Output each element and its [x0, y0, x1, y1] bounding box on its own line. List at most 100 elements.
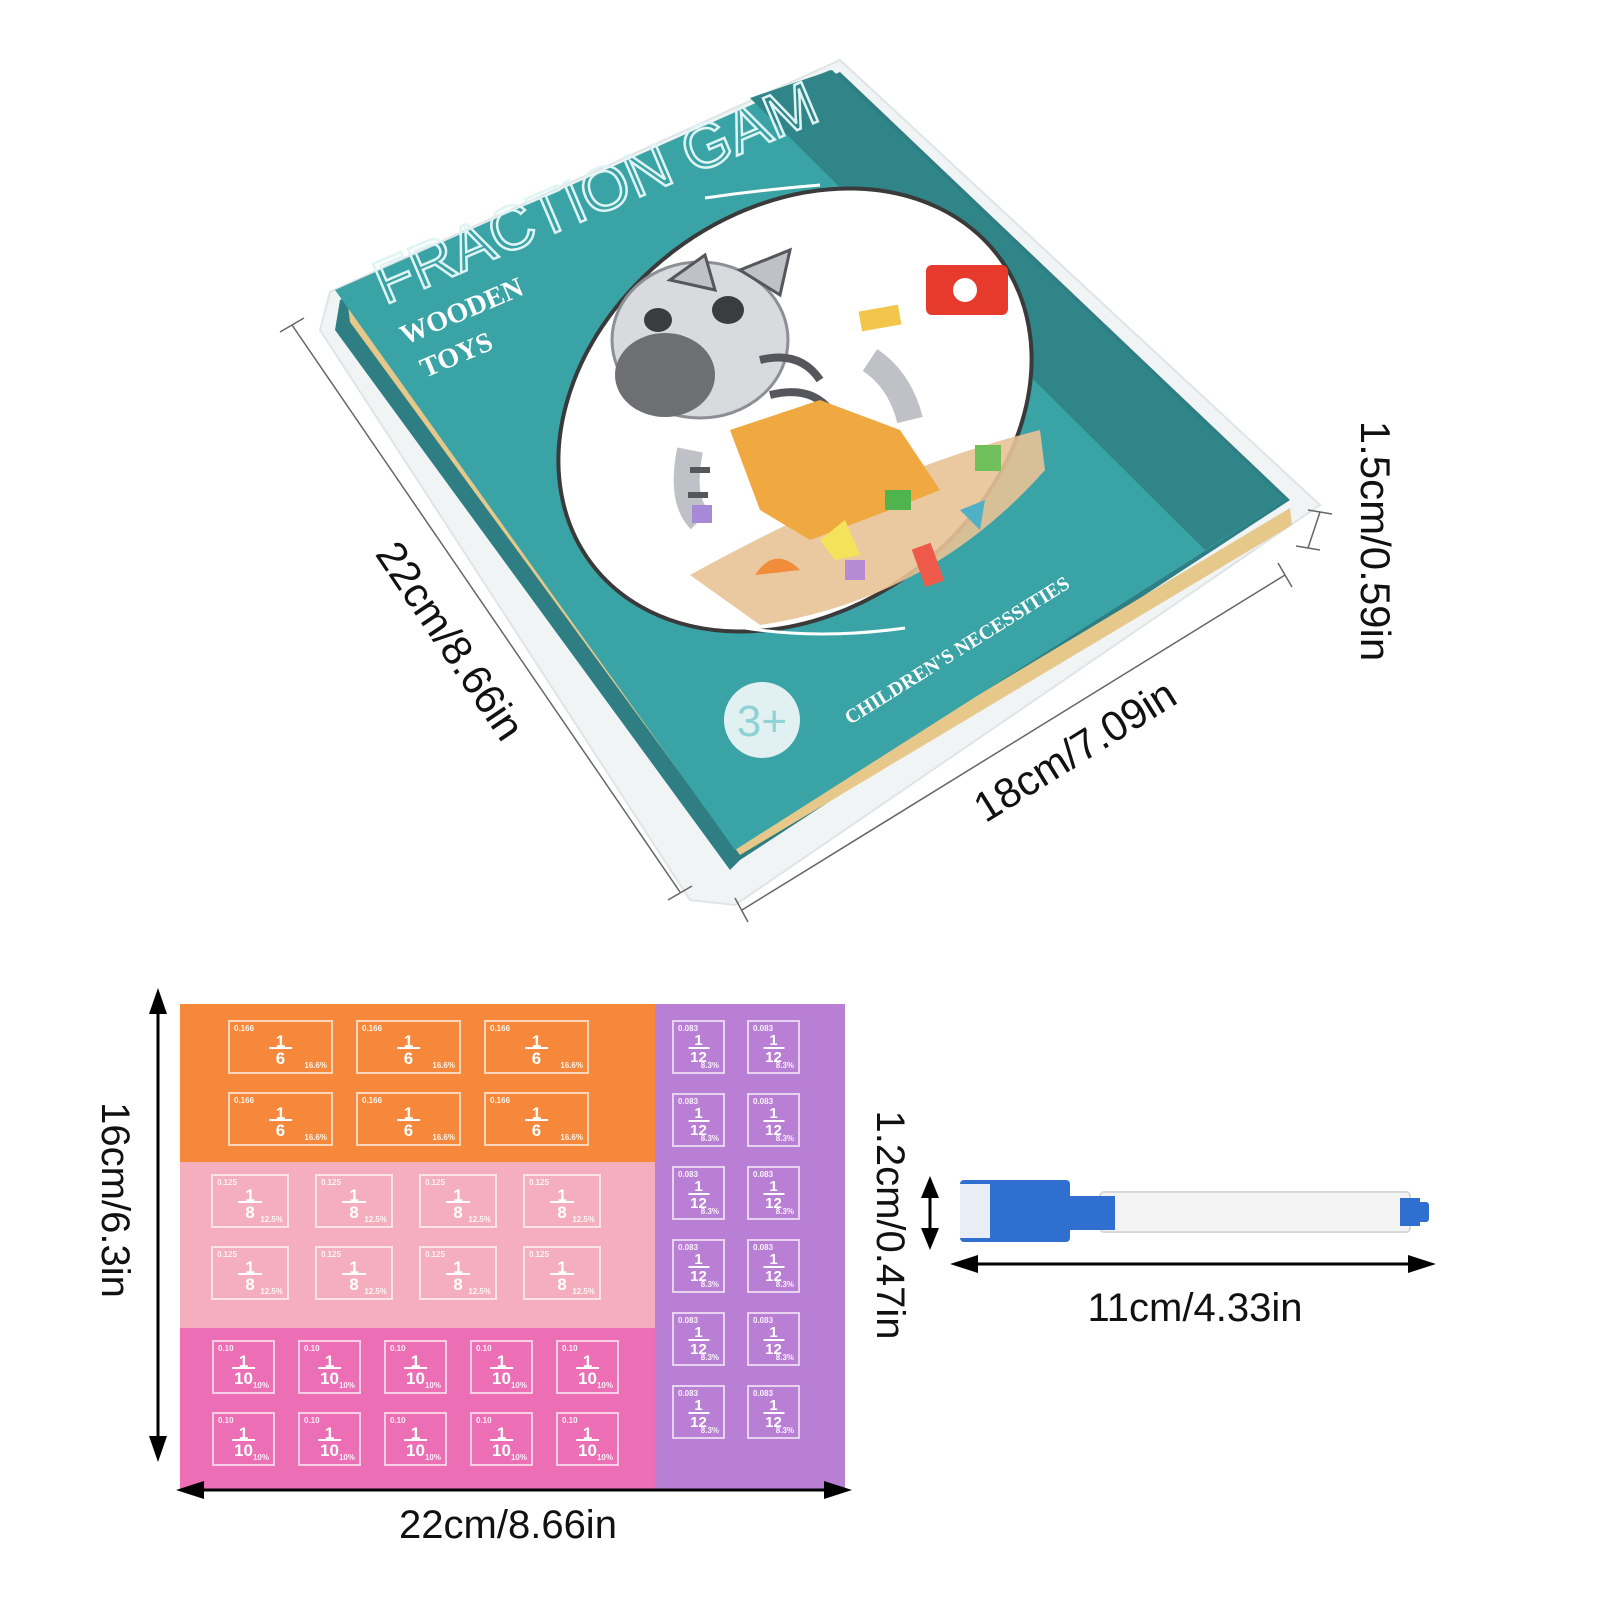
fraction-decimal: 0.10 [476, 1344, 492, 1353]
fraction-card-eighths: 0.125 1 8 12.5% [419, 1174, 497, 1228]
fraction-decimal: 0.10 [476, 1416, 492, 1425]
fraction-percent: 16.6% [304, 1061, 327, 1070]
fraction-percent: 16.6% [432, 1061, 455, 1070]
age-badge [724, 682, 800, 758]
fraction-bar [524, 1047, 549, 1050]
fraction-denominator: 8 [557, 1203, 567, 1222]
fraction-card-eighths: 0.125 1 8 12.5% [523, 1246, 601, 1300]
fraction-numerator: 1 [557, 1257, 567, 1277]
fraction-decimal: 0.10 [562, 1416, 578, 1425]
fraction-bar [763, 1339, 784, 1342]
fraction-numerator: 1 [275, 1031, 286, 1051]
fraction-bar [403, 1367, 428, 1370]
fraction-numerator: 1 [496, 1351, 507, 1371]
fraction-card-eighths: 0.125 1 8 12.5% [211, 1174, 289, 1228]
fraction-denominator: 12 [765, 1122, 782, 1139]
fraction-numerator: 1 [245, 1185, 255, 1205]
fraction-denominator: 8 [453, 1203, 463, 1222]
fraction-card-tenths: 0.10 1 10 10% [298, 1340, 361, 1394]
fraction-bar [446, 1273, 470, 1276]
fraction-bar [396, 1047, 421, 1050]
fraction-decimal: 0.125 [529, 1250, 550, 1259]
fraction-bar [688, 1266, 709, 1269]
fraction-sheet: 0.166 1 6 16.6% 0.166 1 6 16.6% 0.166 1 6 16.6% 0.16… [180, 1004, 845, 1489]
fraction-percent: 8.3% [700, 1426, 719, 1435]
fraction-bar [396, 1119, 421, 1122]
fraction-card-twelfths: 0.083 1 12 8.3% [672, 1020, 725, 1074]
fraction-decimal: 0.166 [234, 1096, 255, 1105]
fraction-decimal: 0.10 [562, 1344, 578, 1353]
fraction-card-eighths: 0.125 1 8 12.5% [315, 1174, 393, 1228]
fraction-decimal: 0.10 [390, 1416, 406, 1425]
fraction-denominator: 6 [275, 1121, 286, 1140]
fraction-percent: 8.3% [700, 1207, 719, 1216]
fraction-bar [550, 1273, 574, 1276]
fraction-decimal: 0.083 [678, 1170, 699, 1179]
fraction-numerator: 1 [582, 1351, 593, 1371]
fraction-bar [688, 1120, 709, 1123]
fraction-percent: 16.6% [560, 1061, 583, 1070]
fraction-bar [688, 1412, 709, 1415]
fraction-card-eighths: 0.125 1 8 12.5% [523, 1174, 601, 1228]
fraction-bar [268, 1047, 293, 1050]
fraction-bar [763, 1120, 784, 1123]
fraction-bar [688, 1047, 709, 1050]
fraction-card-tenths: 0.10 1 10 10% [556, 1412, 619, 1466]
fraction-numerator: 1 [769, 1104, 778, 1122]
fraction-denominator: 12 [690, 1414, 707, 1431]
fraction-card-sixths: 0.166 1 6 16.6% [228, 1020, 333, 1074]
fraction-denominator: 8 [245, 1203, 255, 1222]
fraction-decimal: 0.083 [753, 1024, 774, 1033]
fraction-bar [317, 1439, 342, 1442]
fraction-bar [575, 1367, 600, 1370]
fraction-percent: 12.5% [260, 1287, 283, 1296]
fraction-decimal: 0.125 [217, 1178, 238, 1187]
fraction-denominator: 8 [349, 1203, 359, 1222]
fraction-card-twelfths: 0.083 1 12 8.3% [672, 1239, 725, 1293]
fraction-numerator: 1 [582, 1423, 593, 1443]
fraction-numerator: 1 [769, 1177, 778, 1195]
fraction-numerator: 1 [496, 1423, 507, 1443]
fraction-numerator: 1 [694, 1104, 703, 1122]
fraction-denominator: 12 [690, 1195, 707, 1212]
fraction-card-sixths: 0.166 1 6 16.6% [356, 1020, 461, 1074]
fraction-denominator: 12 [765, 1341, 782, 1358]
fraction-card-twelfths: 0.083 1 12 8.3% [672, 1093, 725, 1147]
fraction-denominator: 10 [492, 1369, 511, 1388]
fraction-percent: 8.3% [775, 1134, 794, 1143]
fraction-percent: 10% [252, 1453, 269, 1462]
fraction-percent: 10% [596, 1381, 613, 1390]
fraction-card-twelfths: 0.083 1 12 8.3% [672, 1166, 725, 1220]
tenths-zone [180, 1328, 655, 1489]
fraction-card-tenths: 0.10 1 10 10% [384, 1340, 447, 1394]
fraction-card-tenths: 0.10 1 10 10% [470, 1412, 533, 1466]
fraction-numerator: 1 [453, 1257, 463, 1277]
fraction-percent: 10% [424, 1453, 441, 1462]
fraction-card-eighths: 0.125 1 8 12.5% [211, 1246, 289, 1300]
fraction-percent: 16.6% [560, 1133, 583, 1142]
fraction-denominator: 8 [453, 1275, 463, 1294]
fraction-percent: 10% [424, 1381, 441, 1390]
fraction-card-tenths: 0.10 1 10 10% [212, 1412, 275, 1466]
fraction-numerator: 1 [349, 1185, 359, 1205]
fraction-numerator: 1 [769, 1323, 778, 1341]
fraction-bar [403, 1439, 428, 1442]
fraction-card-twelfths: 0.083 1 12 8.3% [747, 1239, 800, 1293]
fraction-decimal: 0.125 [217, 1250, 238, 1259]
fraction-card-tenths: 0.10 1 10 10% [298, 1412, 361, 1466]
fraction-decimal: 0.125 [425, 1250, 446, 1259]
marker-pen [921, 1176, 1436, 1273]
fraction-denominator: 10 [492, 1441, 511, 1460]
fraction-decimal: 0.10 [218, 1344, 234, 1353]
fraction-decimal: 0.083 [753, 1097, 774, 1106]
fraction-denominator: 6 [403, 1121, 414, 1140]
fraction-bar [446, 1201, 470, 1204]
fraction-denominator: 10 [406, 1369, 425, 1388]
fraction-card-twelfths: 0.083 1 12 8.3% [672, 1385, 725, 1439]
fraction-numerator: 1 [275, 1103, 286, 1123]
sheet-dimension-arrows [149, 988, 852, 1499]
fraction-bar [688, 1193, 709, 1196]
fraction-numerator: 1 [531, 1031, 542, 1051]
fraction-percent: 12.5% [260, 1215, 283, 1224]
fraction-numerator: 1 [410, 1423, 421, 1443]
